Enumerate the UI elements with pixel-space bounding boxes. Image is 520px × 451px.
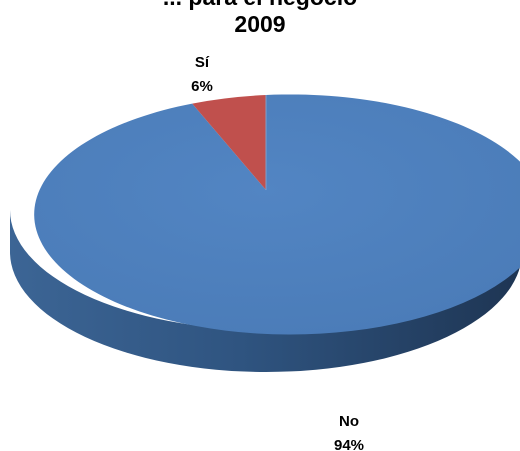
pie-slice-si: [192, 95, 266, 190]
pie-slice-no: [34, 94, 520, 335]
pie-side-wall: [10, 210, 520, 372]
chart-title: ... para el negocio 2009: [0, 0, 520, 38]
data-label-no-percent: 94%: [334, 437, 364, 451]
data-label-si-category: Sí: [195, 54, 210, 71]
chart-title-line-2: 2009: [234, 11, 286, 37]
chart-title-line-1: ... para el negocio: [0, 0, 520, 11]
data-label-si-percent: 6%: [191, 78, 213, 95]
data-label-no-category: No: [339, 413, 359, 430]
